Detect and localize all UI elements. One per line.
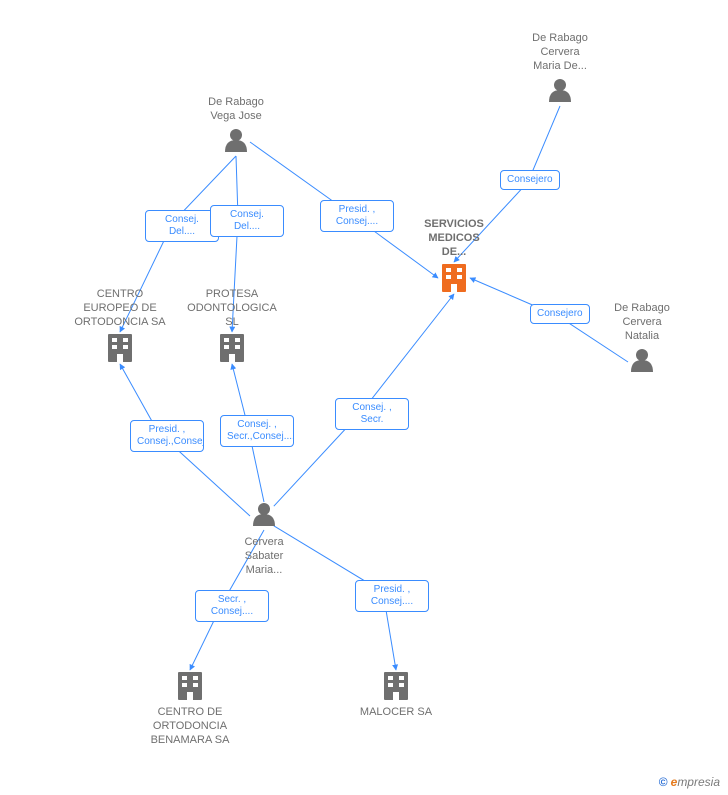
person-node[interactable] (253, 503, 275, 526)
node-label: SERVICIOS MEDICOS DE... (404, 218, 504, 259)
person-icon (225, 129, 247, 152)
edge-label: Consejero (500, 170, 560, 190)
node-label: MALOCER SA (341, 706, 451, 720)
company-node[interactable] (442, 264, 466, 292)
node-label: De Rabago Cervera Maria De... (515, 32, 605, 73)
edge-label: Consej. Del.... (145, 210, 219, 242)
company-node[interactable] (108, 334, 132, 362)
building-icon (220, 334, 244, 362)
company-node[interactable] (178, 672, 202, 700)
person-node[interactable] (549, 79, 571, 102)
edge-label: Presid. , Consej.,Consej.... (130, 420, 204, 452)
edge-label: Consej. , Secr. (335, 398, 409, 430)
edge-label: Consej. Del.... (210, 205, 284, 237)
company-node[interactable] (220, 334, 244, 362)
person-icon (631, 349, 653, 372)
node-label: CENTRO EUROPEO DE ORTODONCIA SA (60, 288, 180, 329)
edge-label: Presid. , Consej.... (355, 580, 429, 612)
node-label: De Rabago Cervera Natalia (597, 302, 687, 343)
person-icon (253, 503, 275, 526)
node-label: CENTRO DE ORTODONCIA BENAMARA SA (135, 706, 245, 747)
person-icon (549, 79, 571, 102)
edge-label: Consejero (530, 304, 590, 324)
credit-badge: ©empresia (659, 775, 720, 789)
credit-rest: mpresia (677, 775, 720, 789)
edge-label: Consej. , Secr.,Consej.... (220, 415, 294, 447)
building-icon (108, 334, 132, 362)
edge-label: Presid. , Consej.... (320, 200, 394, 232)
node-label: De Rabago Vega Jose (191, 96, 281, 124)
edge-label: Secr. , Consej.... (195, 590, 269, 622)
building-icon (178, 672, 202, 700)
company-node[interactable] (384, 672, 408, 700)
node-label: PROTESA ODONTOLOGICA SL (177, 288, 287, 329)
node-label: Cervera Sabater Maria... (219, 536, 309, 577)
person-node[interactable] (631, 349, 653, 372)
person-node[interactable] (225, 129, 247, 152)
building-icon (384, 672, 408, 700)
credit-copy: © (659, 775, 668, 789)
building-icon (442, 264, 466, 292)
